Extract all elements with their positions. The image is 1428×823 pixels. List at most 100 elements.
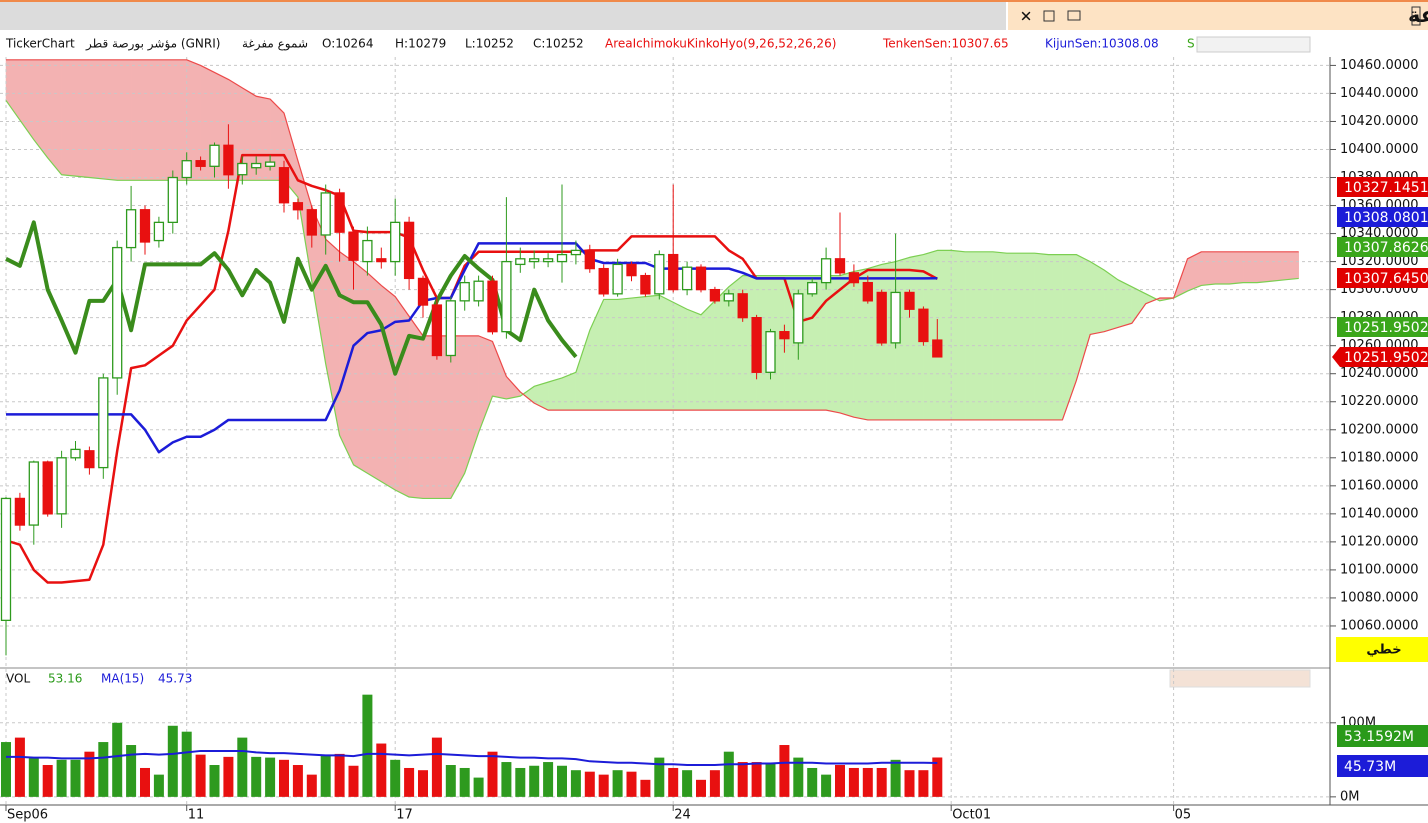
cloud-segment (61, 59, 76, 177)
cloud-segment (811, 275, 827, 411)
volume-pane-controls[interactable] (1169, 669, 1311, 688)
price-tag (1337, 317, 1428, 337)
candle-body (84, 450, 95, 469)
cloud-segment (659, 294, 674, 411)
candle-body (737, 293, 748, 319)
volume-bar (320, 754, 331, 797)
volume-bar (723, 751, 734, 797)
candle-body (153, 221, 165, 242)
volume-bar (487, 751, 498, 797)
volume-bar (195, 754, 206, 797)
candle-body (0, 497, 12, 622)
candle-body (612, 263, 623, 295)
volume-tag-label: 45.73M (1344, 759, 1396, 775)
volume-bar (848, 767, 859, 797)
candle-body (932, 339, 943, 358)
cloud-segment (89, 59, 104, 180)
volume-bar (737, 762, 748, 797)
candle-body (695, 266, 707, 291)
candle-body (431, 304, 443, 357)
volume-bar (668, 767, 679, 797)
cloud-segment (672, 301, 688, 411)
y-tick-label: 10080.0000 (1340, 590, 1419, 605)
price-tag-label: 10251.9502 (1344, 350, 1428, 366)
price-tag (1332, 347, 1428, 367)
cloud-segment (992, 251, 1008, 421)
candle-body (112, 246, 123, 379)
cloud-segment (1103, 269, 1119, 333)
top-border (0, 0, 1428, 2)
cloud-segment (116, 59, 132, 181)
volume-bar (431, 737, 442, 797)
candle-body (640, 274, 651, 295)
cloud-segment (645, 294, 660, 411)
cloud-segment (714, 286, 730, 411)
volume-bar (612, 770, 623, 797)
volume-bar (876, 767, 887, 797)
y-tick-label: 10440.0000 (1340, 86, 1419, 101)
candle-body (125, 209, 137, 249)
cloud-segment (436, 335, 452, 499)
volume-bar (570, 770, 581, 797)
candle-body (264, 161, 276, 167)
volume-bar (640, 779, 651, 797)
volume-bar (98, 742, 109, 797)
indicator-value: S (1187, 37, 1195, 51)
candle-body (681, 266, 693, 291)
candle-body (542, 258, 554, 263)
candle-body (793, 293, 804, 344)
candle-style: شموع مفرغة (242, 37, 308, 52)
candle-body (223, 144, 234, 176)
candle-body (445, 300, 456, 357)
volume-bar (584, 771, 595, 797)
indicator-value: TenkenSen:10307.65 (882, 37, 1009, 51)
ohlc-info: O:10264 (322, 37, 373, 51)
cloud-segment (1048, 254, 1063, 421)
volume-bar (70, 759, 81, 797)
volume-tag (1337, 725, 1428, 747)
candle-body (28, 461, 39, 526)
volume-bar (654, 757, 665, 797)
volume-tag-label: 53.1592M (1344, 729, 1414, 745)
cloud-segment (839, 271, 855, 418)
volume-bar (292, 765, 303, 797)
ma-name: MA(15) (101, 672, 144, 686)
candle-body (390, 221, 401, 263)
cloud-segment (1006, 252, 1021, 421)
cloud-segment (617, 297, 632, 411)
cloud-segment (450, 335, 465, 499)
price-tag-label: 10327.1451 (1344, 180, 1428, 196)
candle-body (890, 291, 901, 344)
volume-bar (529, 765, 540, 797)
candle-body (529, 258, 540, 263)
cloud-segment (1117, 279, 1133, 328)
volume-bar (459, 767, 470, 797)
y-tick-label: 10160.0000 (1340, 478, 1419, 493)
candle-body (195, 160, 206, 167)
volume-bar (56, 759, 67, 797)
candle-body (834, 258, 846, 274)
volume-bar (696, 779, 706, 797)
chart-mode-box[interactable] (1336, 637, 1428, 662)
title-checkbox[interactable] (1411, 6, 1421, 26)
volume-bar (709, 770, 720, 797)
y-tick-label: 10320.0000 (1340, 254, 1419, 269)
volume-bar (251, 756, 262, 797)
x-tick-label: 11 (188, 808, 205, 823)
volume-bar (209, 765, 220, 797)
volume-bar (445, 765, 456, 797)
candle-body (668, 253, 679, 291)
ohlc-info: H:10279 (395, 37, 446, 51)
close-icon[interactable]: ✕ (1020, 8, 1033, 26)
restore-icon[interactable] (1043, 10, 1055, 22)
candle-body (626, 263, 637, 277)
candle-body (709, 288, 721, 302)
chart-mode[interactable]: خطي (1366, 643, 1401, 658)
cloud-segment (686, 308, 702, 411)
dock-icon[interactable] (1067, 10, 1081, 21)
volume-bar (181, 731, 192, 797)
volume-bar (126, 745, 137, 797)
candle-body (403, 221, 415, 280)
pane-controls[interactable] (1196, 36, 1311, 53)
volume-bar (807, 767, 818, 797)
